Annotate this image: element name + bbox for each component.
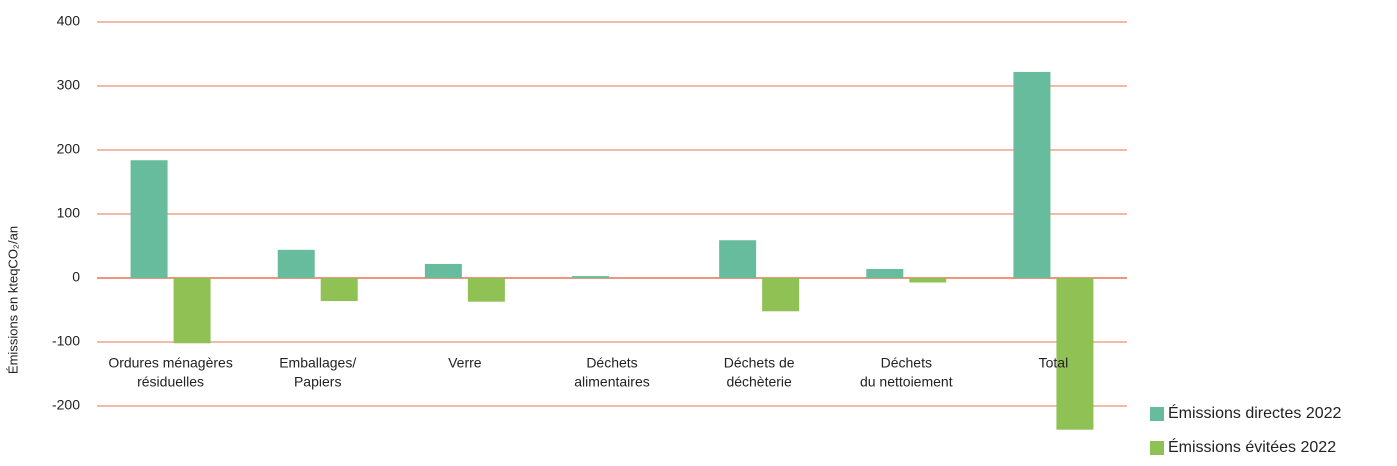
bar — [320, 278, 358, 302]
x-tick-label: du nettoiement — [860, 374, 953, 390]
bar — [762, 278, 800, 312]
bar — [719, 240, 757, 278]
y-tick-label: 0 — [72, 269, 80, 285]
x-tick-label: Verre — [448, 355, 482, 371]
x-tick-label: résiduelles — [137, 374, 204, 390]
x-tick-label: Déchets de — [724, 355, 795, 371]
bar — [1013, 71, 1051, 278]
x-tick-label: alimentaires — [574, 374, 649, 390]
x-tick-label: Total — [1039, 355, 1069, 371]
y-tick-label: 200 — [57, 141, 81, 157]
y-axis-label: Émissions en kteqCO₂/an — [5, 226, 20, 374]
bar — [909, 278, 947, 283]
bar — [866, 269, 904, 278]
bar — [277, 249, 315, 278]
bar — [424, 263, 462, 278]
y-tick-label: 400 — [57, 13, 81, 29]
x-tick-label: Déchets — [586, 355, 637, 371]
x-tick-label: Ordures ménagères — [108, 355, 233, 371]
legend-label: Émissions évitées 2022 — [1168, 437, 1336, 456]
bar — [572, 276, 609, 278]
bar — [173, 278, 211, 344]
y-tick-label: 100 — [57, 205, 81, 221]
legend-swatch — [1150, 407, 1164, 421]
bar — [1056, 278, 1094, 430]
legend-label: Émissions directes 2022 — [1168, 403, 1342, 422]
x-tick-label: Papiers — [294, 374, 341, 390]
y-tick-label: 300 — [57, 77, 81, 93]
y-tick-label: -200 — [52, 397, 80, 413]
x-tick-label: Déchets — [881, 355, 932, 371]
bar — [467, 278, 505, 302]
y-tick-label: -100 — [52, 333, 80, 349]
x-tick-label: déchèterie — [726, 374, 792, 390]
legend-swatch — [1150, 441, 1164, 455]
x-tick-label: Emballages/ — [279, 355, 356, 371]
bar — [130, 160, 168, 278]
